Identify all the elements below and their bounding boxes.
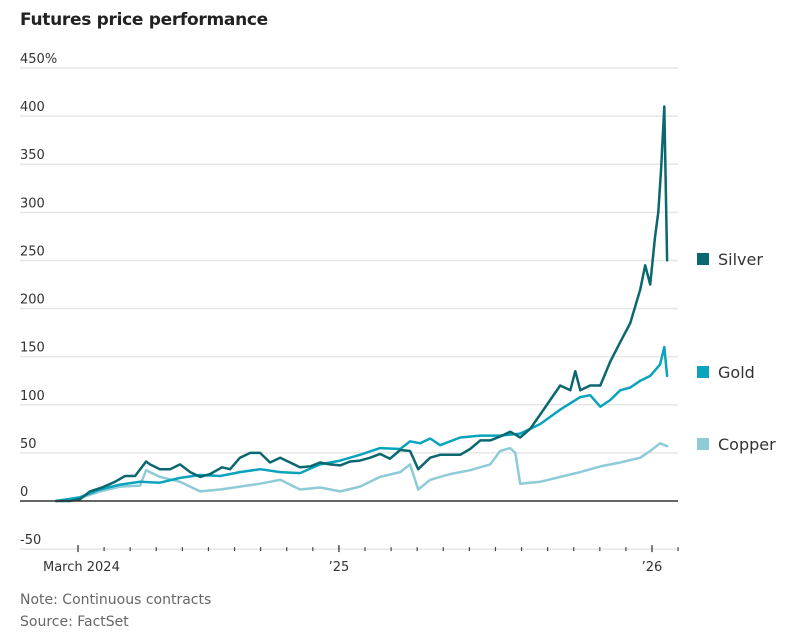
chart-title: Futures price performance (20, 10, 268, 30)
y-tick-label: 200 (20, 293, 45, 308)
series-lines (54, 105, 669, 503)
chart-source: Source: FactSet (20, 614, 129, 630)
y-tick-label: 450% (20, 52, 57, 67)
y-tick-label: 100 (20, 389, 45, 404)
legend-label-copper: Copper (718, 435, 776, 454)
y-tick-label: 50 (20, 437, 37, 452)
y-tick-label: 350 (20, 148, 45, 163)
y-tick-label: -50 (20, 533, 41, 548)
y-tick-label: 300 (20, 196, 45, 211)
x-axis: March 2024 ’25 ’26 (43, 545, 679, 575)
series-line-gold (54, 345, 669, 503)
legend-swatch-copper (697, 438, 709, 450)
chart-note: Note: Continuous contracts (20, 592, 212, 608)
legend-swatch-gold (697, 366, 709, 378)
gridlines (20, 67, 678, 550)
legend-label-gold: Gold (718, 363, 755, 382)
y-tick-label: 150 (20, 341, 45, 356)
y-tick-label: 0 (20, 485, 28, 500)
y-tick-label: 400 (20, 100, 45, 115)
x-tick-label: ’26 (642, 560, 663, 575)
x-tick-label: ’25 (329, 560, 350, 575)
series-line-copper (54, 442, 669, 503)
legend-swatch-silver (697, 253, 709, 265)
y-axis-tick-labels: -50 0 50 100 150 200 250 300 350 400 450% (20, 52, 57, 548)
y-tick-label: 250 (20, 244, 45, 259)
series-line-silver (54, 105, 669, 503)
x-tick-label: March 2024 (43, 560, 120, 575)
legend: Silver Gold Copper (697, 250, 776, 454)
legend-label-silver: Silver (718, 250, 763, 269)
